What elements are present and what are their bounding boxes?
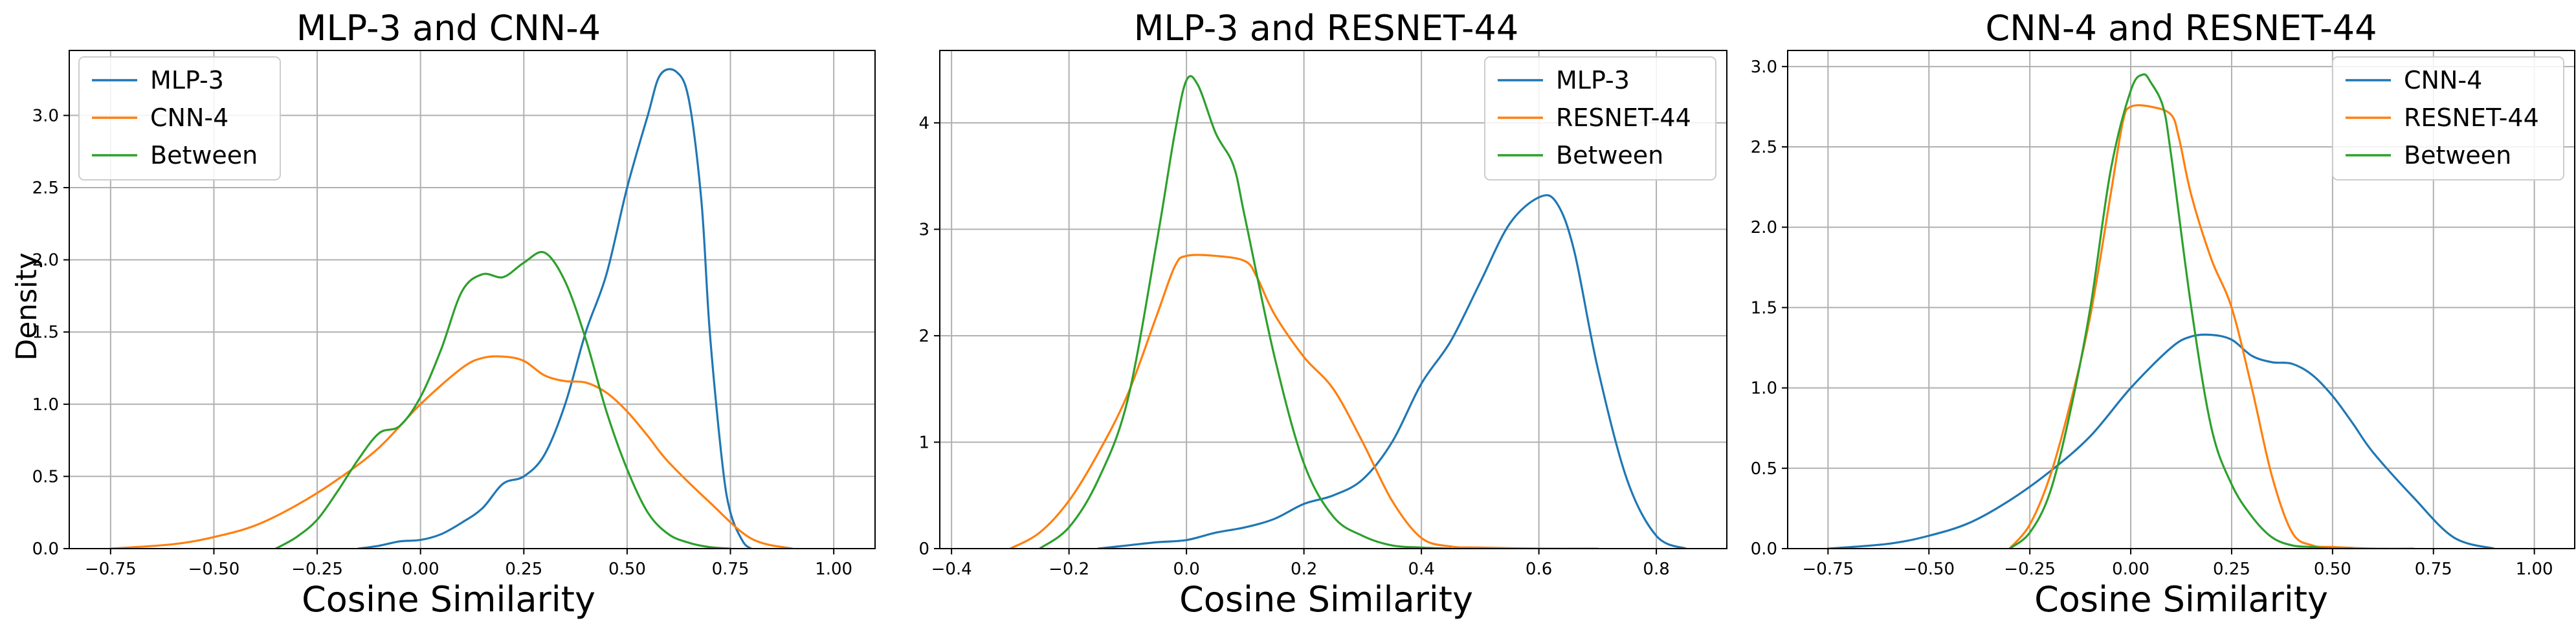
y-tick-label: 1 [918, 433, 929, 452]
x-axis-label: Cosine Similarity [2034, 579, 2328, 620]
panel-mlp3-resnet44: MLP-3 and RESNET-44 Cosine Similarity −0… [918, 8, 1727, 620]
legend: CNN-4 RESNET-44 Between [2332, 56, 2564, 180]
panel-title: CNN-4 and RESNET-44 [1986, 8, 2377, 49]
legend-label: RESNET-44 [2404, 104, 2539, 132]
series-line-mlp-3 [357, 68, 753, 549]
y-tick-label: 3 [918, 220, 929, 239]
legend-box [2332, 56, 2564, 180]
x-tick-label: −0.50 [188, 560, 240, 579]
legend-label: RESNET-44 [1556, 104, 1691, 132]
axes-frame [939, 50, 1727, 549]
series-group [1827, 73, 2495, 549]
plot-area: −0.4 −0.2 0.0 0.2 0.4 0.6 0.8 0 1 2 3 4 MLP-3 RESNET-… [918, 50, 1727, 579]
y-tick-label: 1.5 [1751, 298, 1777, 318]
y-tick-label: 4 [918, 114, 929, 133]
plot-area: −0.75 −0.50 −0.25 0.00 0.25 0.50 0.75 1.00 0.0 0.… [32, 50, 876, 579]
y-tick-label: 0.0 [1751, 540, 1777, 559]
x-axis-label: Cosine Similarity [1179, 579, 1473, 620]
x-tick-label: 0.0 [1173, 560, 1199, 579]
x-tick-label: −0.75 [1803, 560, 1854, 579]
x-axis-label: Cosine Similarity [302, 579, 595, 620]
y-tick-label: 1.0 [1751, 379, 1777, 399]
plot-area: −0.75 −0.50 −0.25 0.00 0.25 0.50 0.75 1.00 0.0 0.… [1751, 50, 2575, 579]
x-tick-label: −0.4 [931, 560, 972, 579]
y-tick-label: 2.5 [32, 179, 59, 198]
series-line-between [2008, 73, 2354, 549]
axes-frame [1787, 50, 2575, 549]
x-tick-label: −0.75 [85, 560, 137, 579]
x-tick-label: 0.75 [2415, 560, 2452, 579]
x-tick-label: 0.6 [1526, 560, 1552, 579]
series-line-mlp-3 [1097, 194, 1687, 549]
x-tick-label: 0.50 [2314, 560, 2351, 579]
legend-label: CNN-4 [2404, 66, 2482, 94]
y-tick-label: 2.5 [1751, 138, 1777, 157]
y-axis-label: Density [10, 252, 43, 360]
legend: MLP-3 RESNET-44 Between [1484, 56, 1716, 180]
legend-label: CNN-4 [150, 104, 228, 132]
panel-mlp3-cnn4: MLP-3 and CNN-4 Density Cosine Similarit… [10, 8, 876, 620]
y-tick-label: 0.5 [32, 467, 59, 486]
legend-label: MLP-3 [1556, 66, 1630, 94]
x-tick-label: 1.00 [2516, 560, 2553, 579]
panel-cnn4-resnet44: CNN-4 and RESNET-44 Cosine Similarity −0… [1751, 8, 2575, 620]
y-tick-label: 1.5 [32, 323, 59, 342]
x-tick-label: 0.8 [1643, 560, 1669, 579]
x-tick-label: −0.25 [291, 560, 343, 579]
panel-title: MLP-3 and CNN-4 [296, 8, 601, 49]
y-tick-label: 2.0 [1751, 218, 1777, 237]
y-tick-label: 3.0 [1751, 58, 1777, 77]
x-tick-label: 0.25 [505, 560, 542, 579]
x-tick-label: −0.2 [1049, 560, 1089, 579]
x-tick-label: 1.00 [815, 560, 852, 579]
panel-title: MLP-3 and RESNET-44 [1134, 8, 1518, 49]
y-tick-label: 2 [918, 327, 929, 346]
axes-frame [69, 50, 876, 549]
legend-label: Between [2404, 141, 2511, 169]
series-line-between [1038, 75, 1452, 549]
series-line-cnn-4 [109, 355, 794, 549]
legend: MLP-3 CNN-4 Between [78, 56, 281, 180]
y-tick-label: 0.5 [1751, 459, 1777, 479]
x-tick-label: 0.50 [608, 560, 646, 579]
x-tick-label: −0.25 [2004, 560, 2056, 579]
x-tick-label: 0.2 [1291, 560, 1317, 579]
legend-box [78, 56, 281, 180]
x-tick-label: 0.00 [2112, 560, 2149, 579]
series-group [109, 68, 794, 549]
series-group [1009, 75, 1687, 549]
x-tick-label: 0.75 [712, 560, 749, 579]
y-tick-label: 0.0 [32, 540, 59, 559]
x-tick-label: 0.00 [402, 560, 439, 579]
x-tick-label: 0.25 [2213, 560, 2250, 579]
legend-label: Between [1556, 141, 1663, 169]
x-tick-label: 0.4 [1408, 560, 1434, 579]
y-tick-label: 2.0 [32, 251, 59, 270]
y-tick-label: 0 [918, 540, 929, 559]
y-tick-label: 3.0 [32, 106, 59, 126]
legend-box [1484, 56, 1716, 180]
legend-label: MLP-3 [150, 66, 224, 94]
series-line-between [274, 250, 732, 549]
x-tick-label: −0.50 [1903, 560, 1955, 579]
legend-label: Between [150, 141, 258, 169]
series-line-cnn-4 [1827, 333, 2495, 549]
y-tick-label: 1.0 [32, 395, 59, 415]
